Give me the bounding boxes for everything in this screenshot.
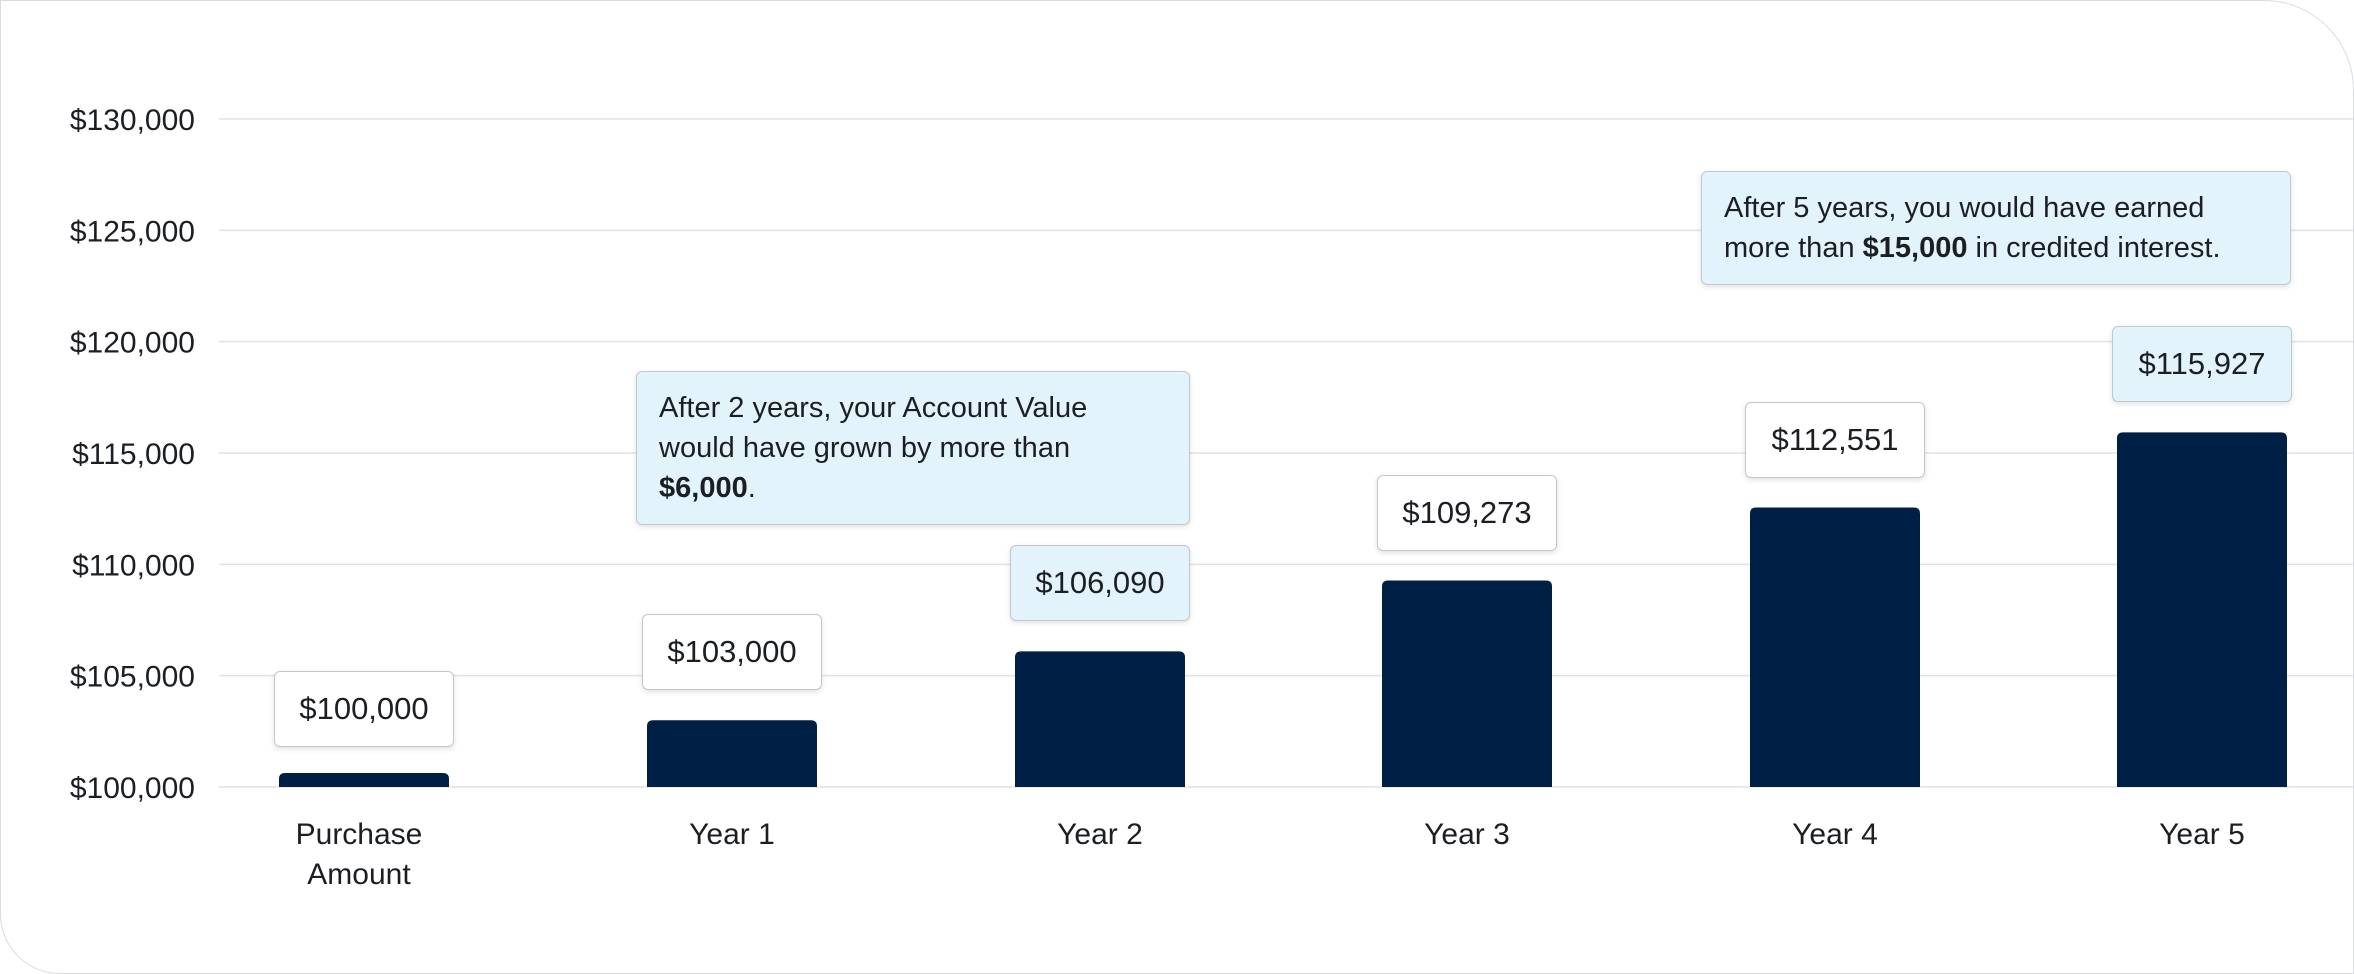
callout-text: .	[747, 472, 756, 504]
data-label: $103,000	[642, 614, 822, 691]
bar	[1015, 651, 1185, 787]
data-label: $115,927	[2112, 326, 2292, 403]
bar	[647, 720, 817, 787]
y-tick-label: $100,000	[70, 772, 195, 805]
callout-text: After 2 years, your Account Value would …	[659, 392, 1088, 464]
callout-annotation: After 5 years, you would have earned mor…	[1701, 171, 2291, 285]
bar	[279, 773, 449, 787]
data-label: $100,000	[274, 671, 454, 747]
y-tick-label: $130,000	[70, 104, 195, 137]
data-label: $109,273	[1377, 474, 1557, 551]
x-tick-label: Amount	[307, 858, 411, 891]
bar	[1382, 580, 1552, 787]
bar	[1750, 507, 1920, 787]
y-tick-label: $110,000	[72, 549, 195, 582]
bar	[2117, 432, 2287, 787]
data-label: $112,551	[1745, 401, 1925, 478]
callout-text: in credited interest.	[1967, 232, 2221, 264]
x-tick-label: Purchase	[296, 818, 423, 851]
callout-emphasis: $15,000	[1862, 232, 1968, 264]
callout-emphasis: $6,000	[659, 472, 748, 504]
x-tick-label: Year 2	[1057, 818, 1143, 851]
y-tick-label: $115,000	[72, 438, 195, 471]
x-tick-label: Year 5	[2159, 818, 2245, 851]
x-tick-label: Year 3	[1424, 818, 1510, 851]
y-tick-label: $105,000	[70, 661, 195, 694]
callout-text: After 5 years, you would have earned mor…	[1724, 192, 2205, 264]
data-label: $106,090	[1010, 545, 1190, 622]
x-tick-label: Year 4	[1792, 818, 1878, 851]
y-tick-label: $125,000	[70, 215, 195, 248]
callout-annotation: After 2 years, your Account Value would …	[636, 371, 1190, 525]
y-tick-label: $120,000	[70, 327, 195, 360]
x-tick-label: Year 1	[689, 818, 775, 851]
